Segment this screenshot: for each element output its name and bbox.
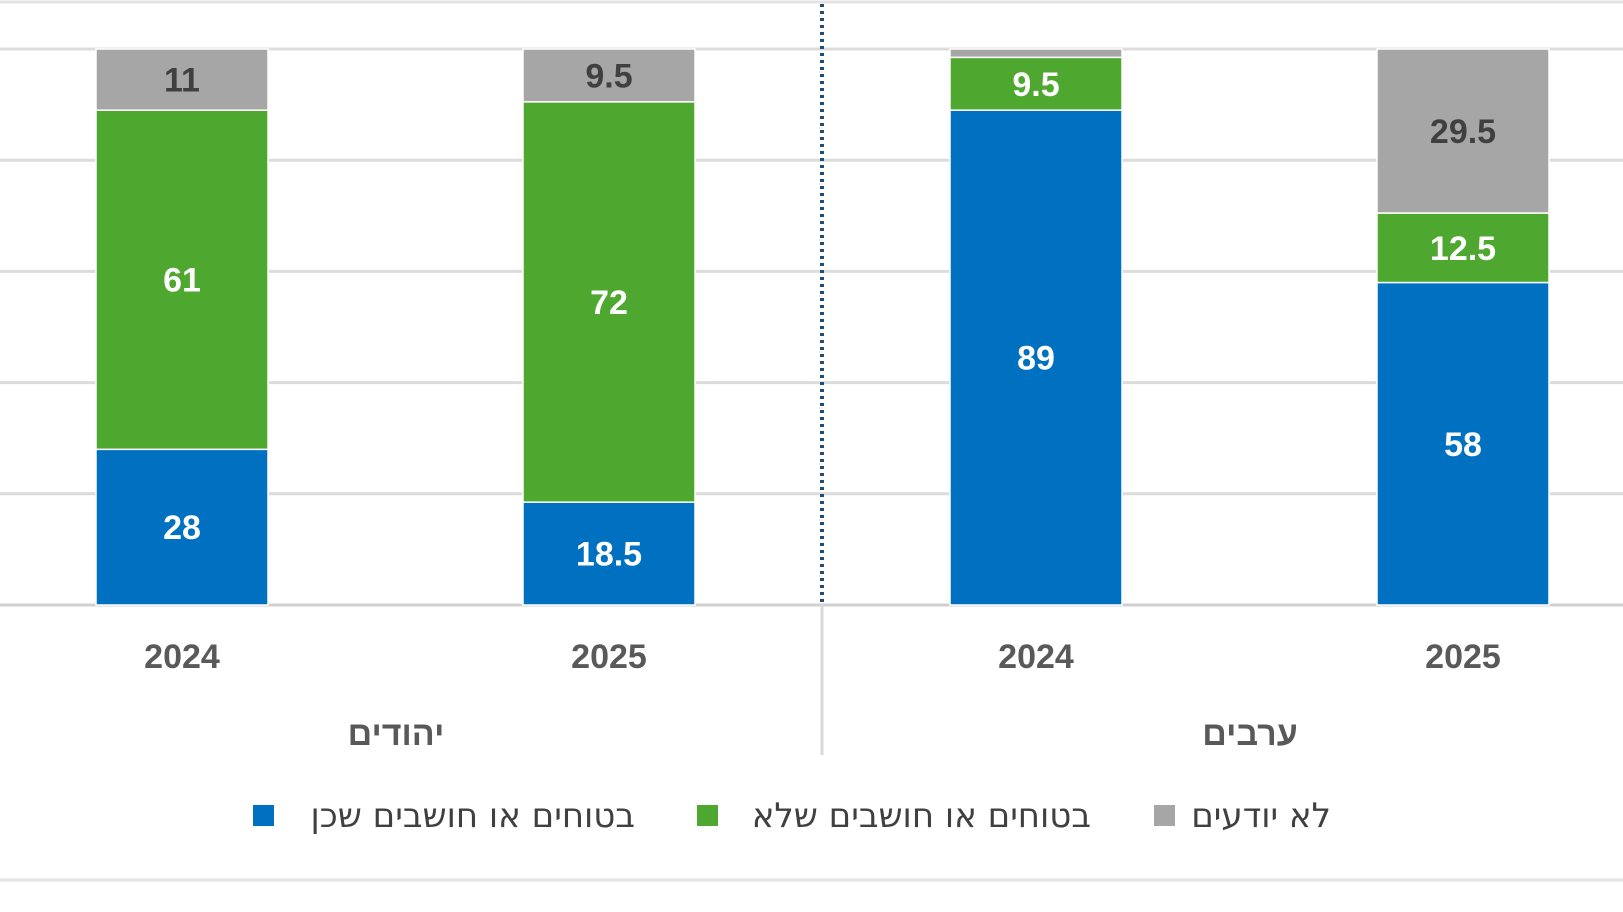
bar-segment	[1376, 48, 1550, 214]
data-label: 89	[1017, 340, 1055, 378]
bar-segment	[95, 48, 269, 111]
legend-swatch	[697, 805, 718, 826]
data-label: 18.5	[576, 536, 642, 574]
bar-segment	[95, 109, 269, 451]
legend: בטוחים או חושבים שכן בטוחים או חושבים שלא…	[0, 796, 1623, 882]
legend-swatch	[253, 805, 274, 826]
bar-segment	[522, 101, 696, 503]
bar-segment	[949, 48, 1123, 59]
bar-segment	[949, 109, 1123, 606]
legend-label: בטוחים או חושבים שכן	[311, 796, 635, 836]
data-label: 61	[163, 262, 201, 300]
x-tick-label: 2024	[144, 638, 220, 676]
bar-segment	[1376, 212, 1550, 284]
x-tick-label: 2024	[998, 638, 1074, 676]
gridlines	[0, 0, 1623, 607]
axes: 2024 2025 יהודים 2024 2025 ערבים	[144, 4, 1501, 755]
x-tick-label: 2025	[1425, 638, 1501, 676]
x-tick-label: 2025	[571, 638, 647, 676]
group-label: יהודים	[348, 715, 445, 753]
bar-segment	[95, 448, 269, 606]
data-label: 12.5	[1430, 230, 1496, 268]
group-label: ערבים	[1202, 715, 1297, 753]
data-label: 11	[164, 62, 200, 100]
data-label: 58	[1444, 426, 1482, 464]
legend-label: בטוחים או חושבים שלא	[752, 796, 1091, 836]
legend-label: לא יודעים	[1191, 796, 1331, 836]
data-label: 72	[590, 284, 628, 322]
data-label: 28	[163, 509, 201, 547]
legend-swatch	[1154, 805, 1175, 826]
bar-segment	[522, 48, 696, 103]
data-label: 9.5	[1012, 66, 1059, 104]
bar-segment	[949, 56, 1123, 111]
bar-segment	[1376, 281, 1550, 606]
data-label: 29.5	[1430, 113, 1496, 151]
data-label: 9.5	[585, 57, 632, 95]
bar-segment	[522, 501, 696, 606]
bars: 28 61 11 18.5 72 9.5 89 9.5 58 12.5 29.5	[95, 48, 1550, 606]
